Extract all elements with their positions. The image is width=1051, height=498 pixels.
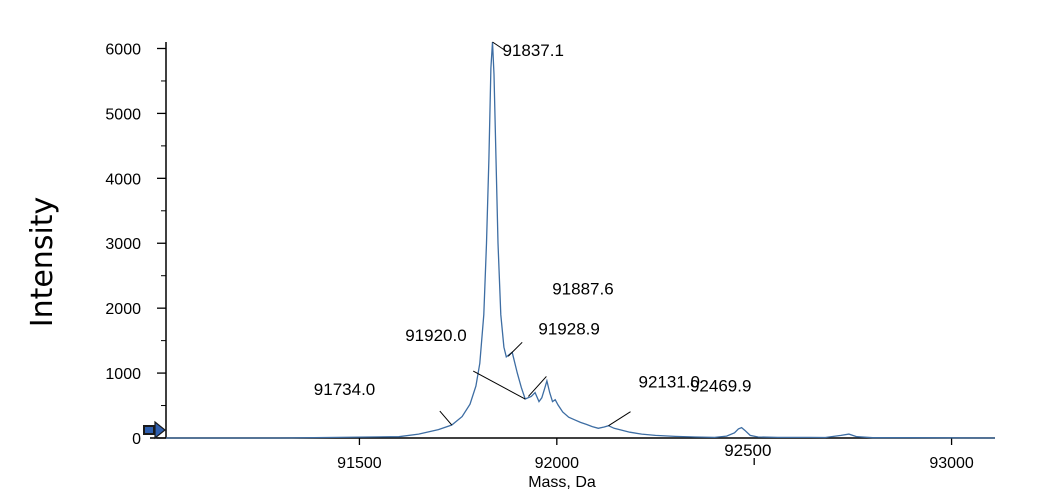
x-tick-label: 93000 — [929, 455, 974, 472]
peak-marker-line — [439, 410, 453, 426]
peak-label-92500: 92500 — [724, 441, 771, 460]
spectrum-line — [166, 41, 996, 439]
peak-label-91837: 91837.1 — [502, 41, 563, 60]
y-axis-ticks — [157, 47, 166, 439]
peak-label-91928: 91928.9 — [538, 319, 599, 338]
peak-label-92469: 92469.9 — [690, 377, 751, 396]
peak-label-91734: 91734.0 — [314, 380, 375, 399]
y-axis-minor-ticks — [161, 80, 166, 407]
y-tick-label: 6000 — [105, 41, 141, 58]
y-tick-label: 1000 — [105, 366, 141, 383]
y-tick-label: 2000 — [105, 301, 141, 318]
x-tick-label: 91500 — [337, 455, 382, 472]
y-tick-label: 0 — [132, 431, 141, 448]
peak-marker-lines — [439, 41, 631, 427]
x-axis-tick-labels: 91500 92000 93000 — [337, 455, 974, 472]
peak-marker-line — [472, 370, 526, 400]
y-tick-label: 5000 — [105, 106, 141, 123]
peak-label-91920: 91920.0 — [405, 326, 466, 345]
x-axis-ticks — [358, 438, 953, 465]
peak-marker-line — [608, 411, 631, 427]
peak-label-92131: 92131.0 — [639, 373, 700, 392]
x-tick-label: 92000 — [535, 455, 580, 472]
y-axis-title: Intensity — [25, 197, 60, 328]
y-tick-label: 4000 — [105, 171, 141, 188]
peak-marker-line — [492, 41, 505, 51]
peak-marker-line — [528, 376, 547, 397]
peak-label-91887: 91887.6 — [552, 279, 613, 298]
peak-marker-line — [507, 341, 523, 357]
y-axis-tick-labels: 0 1000 2000 3000 4000 5000 6000 — [105, 41, 141, 448]
cursor-arrow-icon[interactable] — [143, 420, 166, 440]
x-axis-title: Mass, Da — [528, 474, 596, 491]
y-tick-label: 3000 — [105, 236, 141, 253]
